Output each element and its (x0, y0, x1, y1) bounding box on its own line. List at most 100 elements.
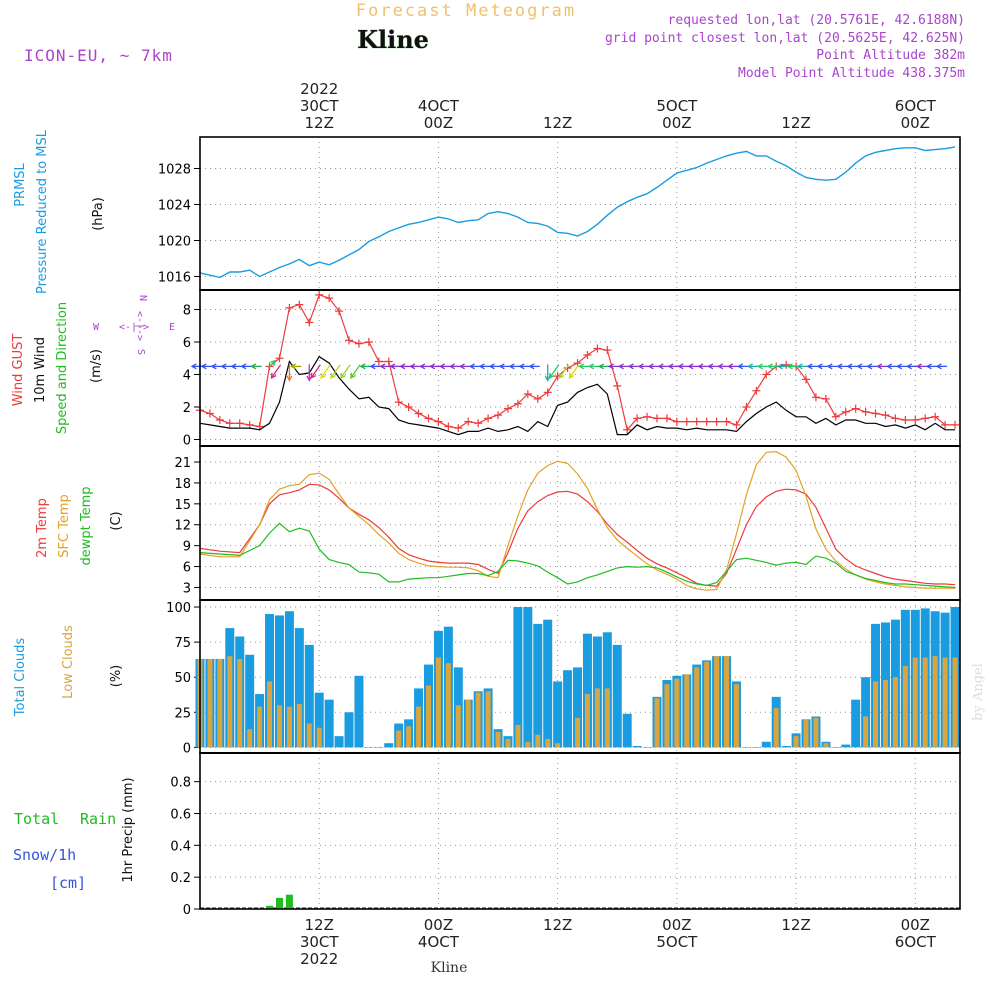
low-cloud-bar (237, 658, 243, 748)
gust-marker (523, 390, 532, 398)
gust-marker (672, 417, 681, 426)
clouds-label-low: Low Clouds (61, 625, 76, 699)
gust-marker (295, 300, 304, 309)
gust-marker (732, 420, 741, 429)
wind-arrowhead-icon (508, 363, 515, 370)
low-cloud-bar (535, 734, 541, 748)
low-cloud-bar (594, 688, 600, 748)
gust-marker (543, 388, 552, 397)
rain-bar (275, 897, 283, 909)
wind-labels: Wind GUST 10m Wind Speed and Direction (… (11, 295, 175, 434)
temp-tick-label: 12 (174, 519, 191, 534)
total-cloud-bar (761, 741, 771, 748)
gust-marker (951, 420, 960, 429)
low-cloud-bar (475, 692, 481, 748)
low-cloud-bar (584, 694, 590, 748)
gust-marker (583, 351, 592, 359)
wind-arrowhead-icon (458, 363, 465, 370)
wind-label-10m: 10m Wind (33, 337, 48, 403)
low-cloud-bar (267, 681, 273, 748)
low-cloud-bar (863, 716, 869, 748)
gust-marker (354, 339, 363, 348)
total-cloud-bar (543, 619, 553, 748)
total-cloud-bar (533, 623, 543, 748)
gust-marker (235, 419, 244, 428)
precip-labels: Total Rain Snow/1h [cm] 1hr Precip (mm) (13, 777, 136, 892)
low-cloud-bar (942, 657, 948, 748)
clouds-unit: (%) (109, 665, 124, 688)
low-cloud-bar (882, 680, 888, 748)
gust-marker (841, 407, 850, 416)
wind-arrow-icon (340, 364, 351, 379)
wind-arrowhead-icon (588, 363, 595, 370)
temp-tick-label: 6 (183, 561, 191, 576)
wind-label-gust: Wind GUST (11, 334, 26, 407)
wind-arrowhead-icon (786, 363, 793, 370)
wind-arrowhead-icon (448, 363, 456, 370)
wind-label-direction: Speed and Direction (55, 302, 70, 434)
low-cloud-bar (495, 731, 501, 748)
wind-arrowhead-icon (518, 363, 525, 370)
gust-marker (911, 416, 920, 424)
wind-arrow-icon (267, 360, 276, 369)
precip-tick-label: 0.6 (170, 807, 191, 822)
wind-arrow-icon (320, 364, 331, 379)
model-label: ICON-EU, ~ 7km (24, 46, 173, 65)
clouds-tick-label: 25 (174, 706, 191, 721)
compass-rose-icon: N S W E <-|-> <-|-> (93, 295, 175, 355)
temperature-panel: 3 6 9 12 15 18 21 (174, 445, 961, 601)
wind-arrowhead-icon (806, 363, 813, 370)
wind-arrowhead-icon (369, 363, 376, 370)
gust-marker (722, 417, 731, 426)
gust-marker (692, 417, 701, 426)
wind-arrowhead-icon (310, 372, 316, 379)
gust-marker (811, 393, 820, 402)
low-cloud-bar (952, 657, 958, 748)
compass-east: E (169, 322, 175, 333)
total-cloud-bar (294, 628, 304, 748)
gust-marker (752, 386, 761, 395)
precip-tick-label: 0 (183, 903, 191, 918)
temp-labels: 2m Temp SFC Temp dewpt Temp (C) (35, 486, 124, 565)
bottom-time-label: 5OCT (656, 933, 698, 951)
wind-arrowhead-icon (637, 363, 644, 370)
low-cloud-bar (922, 657, 928, 748)
wind-arrowhead-icon (220, 363, 227, 370)
gust-marker (613, 381, 622, 390)
wind-arrowhead-icon (915, 363, 922, 370)
bottom-time-label: 12Z (305, 916, 334, 934)
low-cloud-bar (425, 685, 431, 748)
gust-marker (444, 422, 453, 431)
wind-arrowhead-icon (647, 363, 654, 370)
clouds-tick-label: 50 (174, 671, 191, 686)
total-cloud-bar (284, 611, 294, 748)
top-time-label: 5OCT (656, 97, 698, 115)
bottom-time-label: 30CT (300, 933, 340, 951)
gust-marker (225, 419, 234, 428)
wind-arrowhead-icon (399, 363, 406, 370)
low-cloud-bar (465, 699, 471, 748)
wind-arrowhead-icon (419, 363, 426, 370)
temp-tick-label: 9 (183, 540, 191, 555)
wind-arrowhead-icon (826, 363, 833, 370)
bottom-time-label: 00Z (901, 916, 930, 934)
gust-marker (345, 336, 354, 345)
wind-arrowhead-icon (558, 372, 565, 379)
compass-vertical-arrows: <-|-> (134, 311, 145, 341)
gust-marker (434, 417, 443, 426)
gust-marker (881, 411, 890, 420)
low-cloud-bar (773, 708, 779, 748)
gust-marker (652, 414, 661, 423)
wind-arrowhead-icon (597, 363, 605, 370)
wind-arrowhead-icon (707, 363, 714, 370)
total-cloud-bar (861, 677, 871, 748)
low-cloud-bar (416, 706, 422, 748)
top-time-label: 2022 (300, 80, 338, 98)
wind-arrowhead-icon (886, 363, 893, 370)
wind-arrowhead-icon (210, 363, 217, 370)
gust-marker (901, 416, 910, 424)
rain-bar (285, 894, 293, 909)
pressure-tick-label: 1024 (158, 199, 191, 214)
wind-arrowhead-icon (578, 363, 585, 370)
gust-marker (851, 404, 860, 413)
